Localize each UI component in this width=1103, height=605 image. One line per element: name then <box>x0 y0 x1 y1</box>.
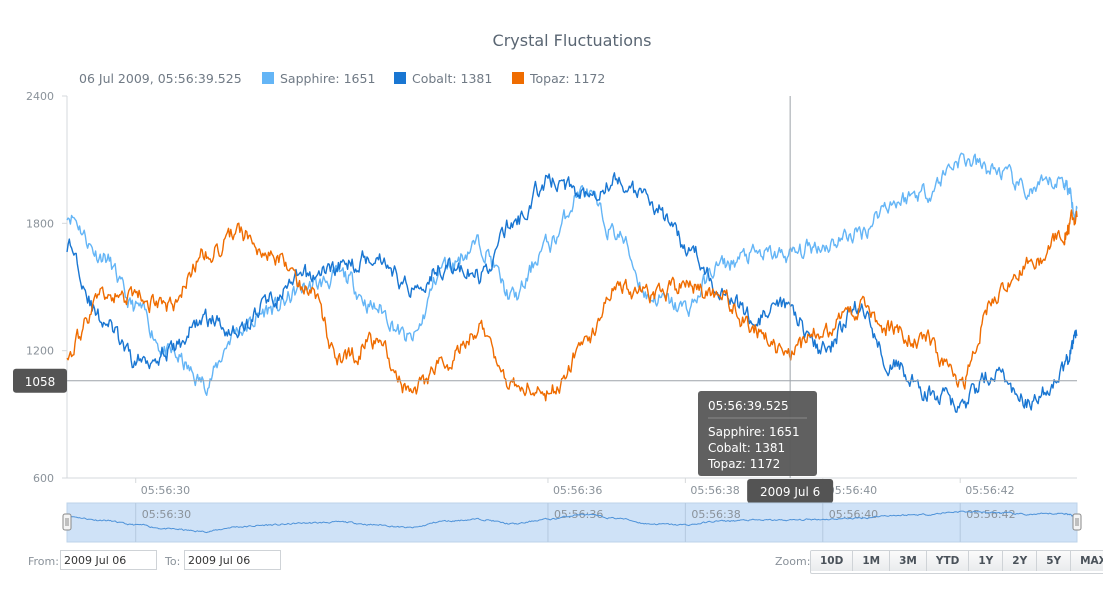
to-label: To: <box>165 555 181 568</box>
tooltip-row-sapphire: Sapphire: 1651 <box>708 425 800 439</box>
legend-swatch-cobalt <box>394 72 406 84</box>
crosshair-y-value: 1058 <box>25 375 56 389</box>
tooltip-title: 05:56:39.525 <box>708 399 789 413</box>
crosshair-y-label: 1058 <box>13 368 67 393</box>
y-tick-label: 1800 <box>26 217 54 230</box>
zoom-1y-button[interactable]: 1Y <box>969 551 1004 571</box>
x-tick-label: 05:56:36 <box>553 484 602 497</box>
y-tick-label: 2400 <box>26 90 54 103</box>
zoom-1m-button[interactable]: 1M <box>853 551 891 571</box>
y-axis-ticks: 600 1200 1800 2400 <box>26 90 67 485</box>
legend-swatch-sapphire <box>262 72 274 84</box>
zoom-max-button[interactable]: MAX <box>1071 551 1103 571</box>
zoom-3m-button[interactable]: 3M <box>890 551 927 571</box>
x-tick-label: 05:56:42 <box>965 484 1014 497</box>
zoom-label: Zoom: <box>775 555 811 568</box>
tooltip-row-cobalt: Cobalt: 1381 <box>708 441 785 455</box>
series-layer <box>66 152 1078 413</box>
series-line-topaz[interactable] <box>66 209 1078 402</box>
navigator-right-handle[interactable] <box>1072 513 1082 531</box>
tooltip-row-topaz: Topaz: 1172 <box>707 457 780 471</box>
crosshair-x-label: 2009 Jul 6 <box>747 479 834 503</box>
from-date-input[interactable] <box>60 550 157 570</box>
y-tick-label: 1200 <box>26 345 54 358</box>
y-tick-label: 600 <box>33 472 54 485</box>
navigator-ticks: 05:56:30 05:56:36 05:56:38 05:56:40 05:56:42 <box>135 503 1016 542</box>
series-line-cobalt[interactable] <box>66 172 1078 413</box>
x-tick-label: 05:56:38 <box>690 484 739 497</box>
range-controls: From: To: Zoom: 10D 1M 3M YTD 1Y 2Y 5Y M… <box>0 550 1103 574</box>
zoom-button-group: 10D 1M 3M YTD 1Y 2Y 5Y MAX <box>810 550 1103 574</box>
x-tick-label: 05:56:40 <box>828 484 877 497</box>
navigator[interactable]: 05:56:30 05:56:36 05:56:38 05:56:40 05:56:42 <box>62 502 1082 543</box>
legend: 06 Jul 2009, 05:56:39.525 Sapphire: 1651… <box>79 71 605 86</box>
chart: Crystal Fluctuations 06 Jul 2009, 05:56:… <box>13 31 1082 543</box>
legend-item-cobalt[interactable]: Cobalt: 1381 <box>412 71 492 86</box>
legend-swatch-topaz <box>512 72 524 84</box>
crosshair-x-value: 2009 Jul 6 <box>760 485 820 499</box>
x-tick-label: 05:56:30 <box>141 484 190 497</box>
navigator-series-line <box>66 510 1078 534</box>
legend-date: 06 Jul 2009, 05:56:39.525 <box>79 71 242 86</box>
x-axis-ticks: 05:56:30 05:56:36 05:56:38 05:56:40 05:56:42 <box>135 478 1015 497</box>
zoom-2y-button[interactable]: 2Y <box>1003 551 1038 571</box>
navigator-tick-label: 05:56:38 <box>691 508 740 521</box>
zoom-5y-button[interactable]: 5Y <box>1037 551 1072 571</box>
zoom-ytd-button[interactable]: YTD <box>926 551 970 571</box>
to-date-input[interactable] <box>184 550 281 570</box>
navigator-tick-label: 05:56:30 <box>142 508 191 521</box>
zoom-10d-button[interactable]: 10D <box>811 551 854 571</box>
from-label: From: <box>28 555 59 568</box>
navigator-left-handle[interactable] <box>62 513 72 531</box>
legend-item-topaz[interactable]: Topaz: 1172 <box>529 71 605 86</box>
navigator-tick-label: 05:56:42 <box>966 508 1015 521</box>
chart-title: Crystal Fluctuations <box>493 31 652 50</box>
tooltip: 05:56:39.525 Sapphire: 1651 Cobalt: 1381… <box>698 391 817 476</box>
legend-item-sapphire[interactable]: Sapphire: 1651 <box>280 71 375 86</box>
